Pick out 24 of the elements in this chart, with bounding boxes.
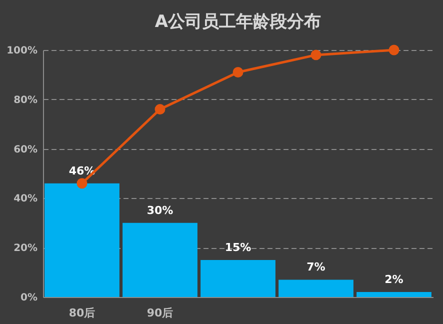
x-tick-label: 80后 <box>68 306 96 320</box>
x-tick-label: 90后 <box>146 306 174 320</box>
y-tick-label: 0% <box>20 292 38 304</box>
point <box>310 50 322 60</box>
data-label: 7% <box>306 260 326 274</box>
y-tick-label: 20% <box>14 243 38 254</box>
bar <box>278 280 354 297</box>
bar <box>356 292 432 297</box>
point <box>388 44 400 56</box>
bar <box>200 260 276 297</box>
data-label: 15% <box>224 240 252 254</box>
bar <box>44 183 120 297</box>
y-tick-label: 60% <box>14 144 38 156</box>
point <box>76 178 88 189</box>
y-tick-label: 80% <box>14 94 38 106</box>
data-label: 2% <box>384 273 404 286</box>
point <box>232 66 244 78</box>
bar <box>122 222 198 297</box>
data-label: 46% <box>68 164 96 178</box>
y-tick-label: 100% <box>6 46 38 56</box>
data-label: 30% <box>146 204 174 217</box>
y-tick-label: 40% <box>14 194 38 205</box>
chart-title: A公司员工年龄段分布 <box>154 12 322 32</box>
point <box>154 104 166 115</box>
